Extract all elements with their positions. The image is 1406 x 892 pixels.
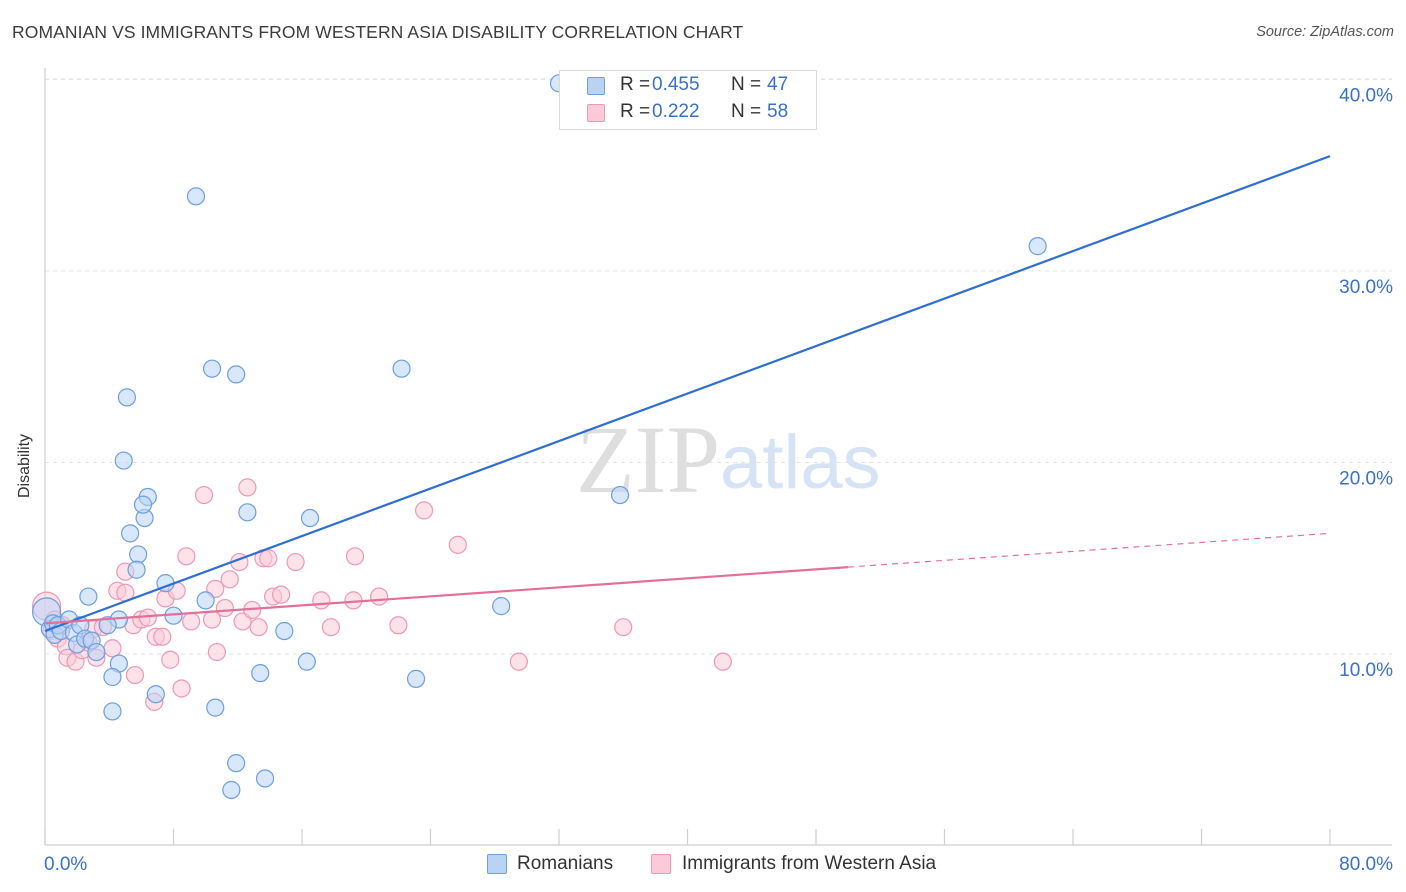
romanians-point [492, 597, 511, 616]
romanians-point [222, 780, 241, 800]
romanians-point [117, 388, 137, 407]
romanians-point [227, 754, 246, 773]
romanians-point [98, 616, 117, 635]
immigrants-point [215, 598, 234, 618]
immigrants-point [125, 665, 145, 685]
legend-n-label: N = [731, 74, 762, 95]
romanians-point [610, 485, 630, 505]
legend-bottom-swatch-blue [487, 854, 507, 874]
romanians-point [121, 524, 140, 543]
immigrants-point [312, 591, 331, 610]
legend-r-label: R = [620, 74, 651, 95]
romanians-point [275, 621, 294, 641]
y-tick-label: 30.0% [1339, 277, 1393, 298]
legend-r-label: R = [620, 101, 651, 122]
series-legend: Romanians Immigrants from Western Asia [0, 852, 1406, 878]
immigrants-point [249, 618, 268, 637]
axes [44, 68, 1392, 846]
legend-immigrants-label: Immigrants from Western Asia [682, 853, 937, 874]
legend-n-value: 58 [767, 101, 789, 122]
watermark-atlas: atlas [720, 420, 881, 505]
watermark-zip: ZIP [576, 406, 720, 513]
grid-lines [45, 78, 1392, 655]
immigrants-point [614, 618, 633, 637]
romanians-point [114, 451, 133, 470]
romanians-point [186, 187, 206, 206]
y-tick-label: 20.0% [1339, 469, 1393, 490]
immigrants-trend-line [44, 566, 849, 625]
x-tick-label-max: 80.0% [1339, 854, 1393, 875]
source-label: Source: ZipAtlas.com [1256, 24, 1394, 40]
romanians-point [227, 365, 246, 384]
immigrants-point [103, 639, 122, 658]
y-tick-label: 40.0% [1339, 86, 1393, 107]
trend-lines [44, 155, 1331, 633]
immigrants-point [161, 650, 180, 669]
romanians-point [146, 685, 165, 704]
romanians-point [103, 667, 122, 687]
romanians-point [255, 769, 275, 788]
immigrants-point [389, 616, 408, 635]
legend-romanians-label: Romanians [517, 853, 614, 874]
immigrants-point [272, 585, 291, 604]
immigrants-trend-line-extrapolated [848, 532, 1331, 568]
chart-title: ROMANIAN VS IMMIGRANTS FROM WESTERN ASIA… [12, 22, 744, 42]
legend-bottom-swatch-pink [651, 854, 671, 874]
romanians-point [202, 359, 222, 378]
immigrants-point [177, 547, 196, 566]
immigrants-point [321, 618, 341, 637]
romanians-point [300, 508, 320, 528]
immigrants-point [194, 485, 214, 505]
romanians-point [196, 591, 215, 610]
immigrants-point [172, 679, 191, 698]
y-tick-labels: 10.0% 20.0% 30.0% 40.0% [1339, 86, 1393, 682]
romanians-point [103, 702, 122, 721]
romanians-point [392, 359, 411, 378]
x-tick-labels: 0.0% 80.0% [44, 854, 1393, 875]
x-tick-label-min: 0.0% [44, 854, 87, 875]
immigrants-point [370, 587, 389, 606]
immigrants-point [220, 570, 239, 589]
immigrants-point [286, 552, 305, 572]
romanians-point [1028, 237, 1047, 256]
legend-r-value: 0.455 [652, 74, 700, 95]
immigrants-point [509, 652, 528, 671]
romanians-point [133, 495, 153, 514]
immigrants-point [259, 549, 278, 568]
legend-swatch-blue [587, 77, 605, 95]
immigrants-point [345, 547, 365, 566]
immigrants-point [414, 501, 434, 520]
legend-swatch-pink [587, 104, 605, 122]
romanians-point [406, 669, 426, 688]
romanians-point [129, 545, 148, 564]
immigrants-point [207, 642, 226, 662]
immigrants-point [713, 652, 732, 671]
romanians-trend-line [44, 155, 1331, 633]
legend-n-value: 47 [767, 74, 789, 95]
romanians-point [87, 642, 106, 662]
legend-r-value: 0.222 [652, 101, 700, 122]
romanians-point [79, 587, 98, 606]
romanians-point [238, 503, 257, 522]
legend-row-immigrants: R = 0.222 N = 58 [560, 101, 816, 127]
immigrants-point [182, 612, 201, 631]
romanians-point [127, 560, 146, 579]
y-tick-label: 10.0% [1339, 660, 1393, 681]
immigrants-point [238, 478, 257, 497]
romanians-point [206, 698, 225, 717]
immigrants-point [448, 535, 467, 554]
legend-row-romanians: R = 0.455 N = 47 [560, 74, 816, 100]
legend-n-label: N = [731, 101, 762, 122]
immigrants-point [153, 627, 172, 646]
romanians-point [297, 652, 316, 671]
correlation-legend: R = 0.455 N = 47 R = 0.222 N = 58 [559, 70, 817, 130]
romanians-point [251, 664, 270, 683]
